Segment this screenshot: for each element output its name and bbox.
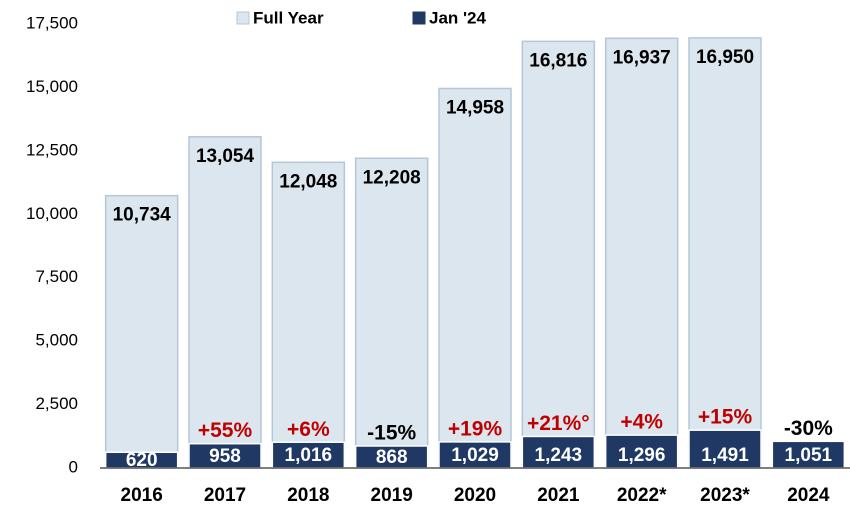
full-year-bar [438,87,512,469]
full-year-bar [604,37,679,469]
value-label: 868 [376,447,408,468]
y-tick-label: 10,000 [26,204,78,223]
y-tick-label: 2,500 [35,394,78,413]
value-label: 1,491 [701,445,749,466]
y-tick-label: 12,500 [26,140,78,159]
x-tick-label: 2016 [121,485,163,506]
x-tick-label: 2022* [617,485,667,506]
x-tick-label: 2023* [700,485,750,506]
y-tick-label: 0 [69,457,78,476]
change-label: -15% [367,422,416,445]
change-label: +4% [620,411,663,434]
value-label: 1,051 [785,445,833,466]
value-label: 1,029 [451,445,499,466]
value-label: 10,734 [113,205,172,226]
value-label: 12,048 [279,171,337,192]
x-tick-label: 2024 [787,485,830,506]
value-label: 1,016 [285,445,333,466]
full-year-bar [104,194,179,469]
jan-bar [771,440,846,469]
value-label: 958 [209,446,241,467]
x-tick-label: 2017 [204,485,246,506]
legend-label: Jan '24 [429,8,487,27]
y-tick-label: 17,500 [26,13,78,32]
change-label: +21%° [527,412,590,435]
jan-bar [604,434,679,469]
full-year-bar [521,40,596,469]
change-label: +15% [698,406,753,429]
legend-swatch [412,11,426,25]
x-tick-label: 2020 [454,485,496,506]
value-label: 16,950 [696,47,754,68]
change-label: +6% [287,418,330,441]
full-year-bar [688,37,762,469]
x-tick-label: 2021 [537,485,580,506]
value-label: 1,296 [618,445,666,466]
y-tick-label: 5,000 [35,331,78,350]
value-label: 12,208 [363,167,421,188]
value-label: 620 [126,450,158,471]
x-tick-label: 2018 [287,485,329,506]
change-label: +19% [448,417,503,440]
value-label: 1,243 [535,445,583,466]
change-label: -30% [784,417,833,440]
x-tick-label: 2019 [371,485,413,506]
value-label: 16,937 [613,47,671,68]
value-label: 14,958 [446,98,504,119]
legend-label: Full Year [253,8,324,27]
value-label: 16,816 [529,50,587,71]
legend-swatch [236,11,250,25]
full-year-bar [188,136,262,469]
y-tick-label: 15,000 [26,77,78,96]
jan-bar [188,442,262,469]
change-label: +55% [198,419,253,442]
y-tick-label: 7,500 [35,267,78,286]
value-label: 13,054 [196,146,255,167]
